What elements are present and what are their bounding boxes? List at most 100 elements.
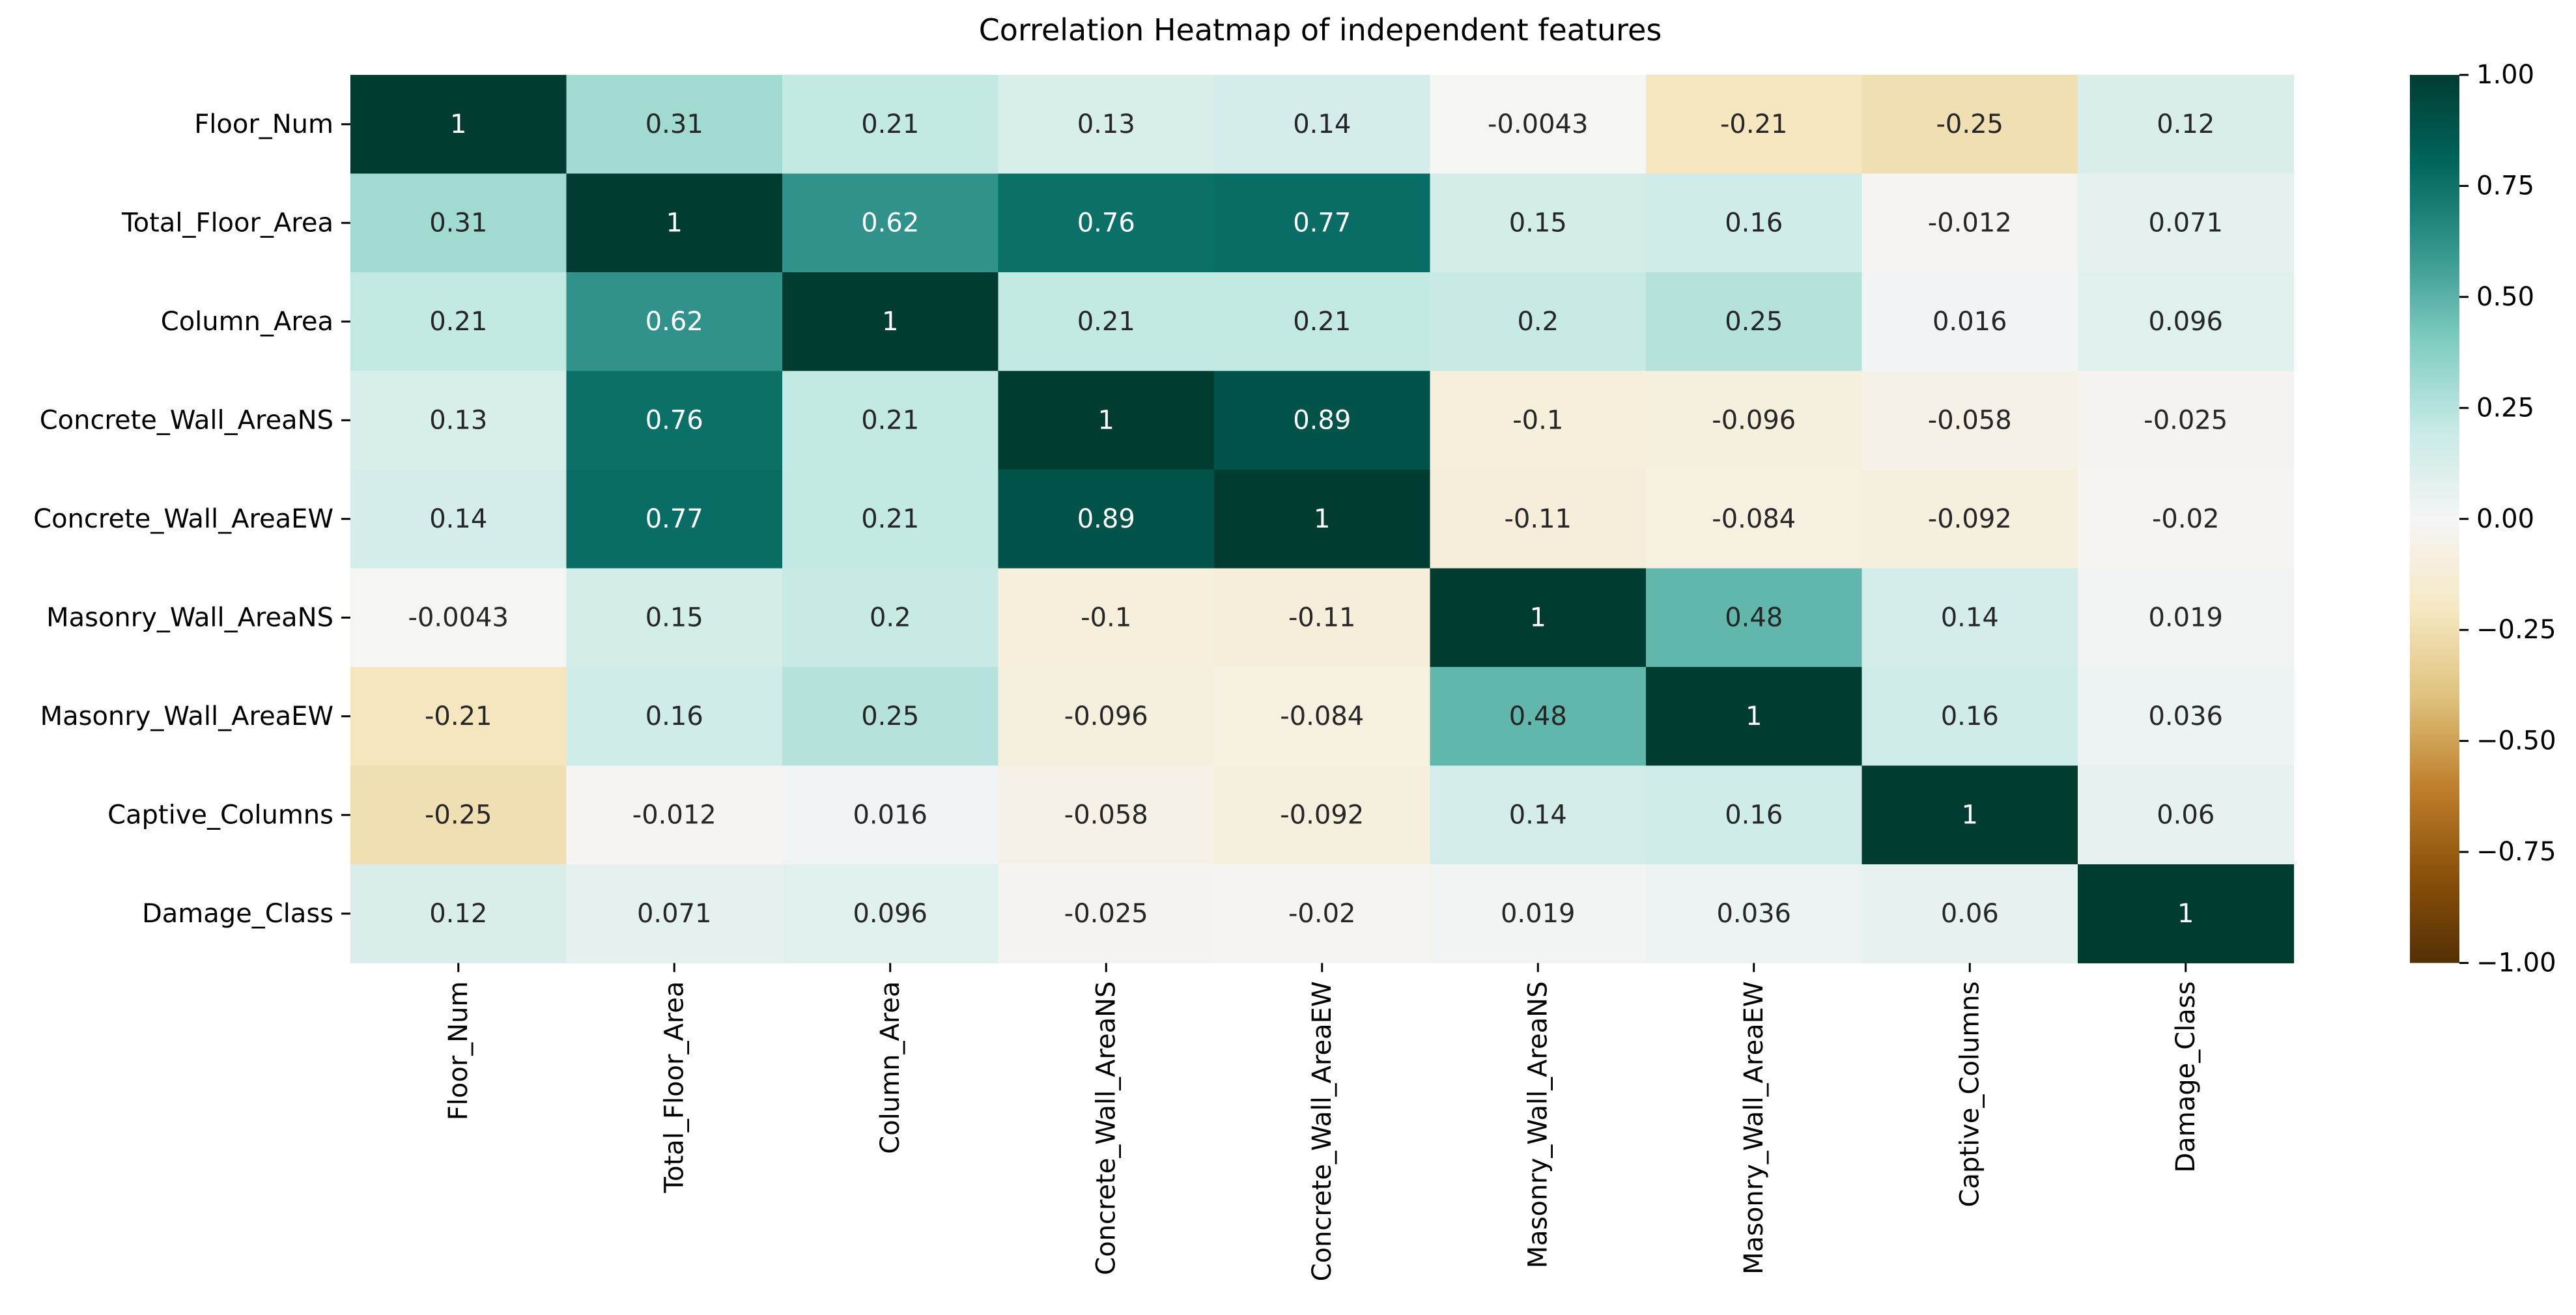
x-tick-label: Concrete_Wall_AreaNS: [1091, 982, 1121, 1275]
heatmap-cell-r8-c8: [2078, 864, 2295, 964]
heatmap-cell-r5-c1: [566, 568, 783, 668]
cell-value-label: 0.14: [1941, 602, 1999, 632]
heatmap-cell-r1-c1: [566, 173, 783, 273]
heatmap-cell-r6-c4: [1214, 667, 1431, 767]
cell-value-label: -0.21: [1720, 109, 1788, 139]
heatmap-cell-r6-c3: [998, 667, 1215, 767]
colorbar-tick-label: 0.75: [2476, 171, 2534, 201]
cell-value-label: 0.13: [429, 405, 487, 435]
cell-value-label: 0.89: [1077, 504, 1135, 534]
cell-value-label: 1: [1530, 602, 1546, 632]
cell-value-label: -0.084: [1280, 701, 1364, 731]
x-tick-label: Total_Floor_Area: [659, 982, 689, 1194]
cell-value-label: 0.12: [429, 899, 487, 929]
cell-value-label: 0.071: [2148, 208, 2223, 238]
cell-value-label: -0.1: [1512, 405, 1563, 435]
cell-value-label: 0.31: [429, 208, 487, 238]
cell-value-label: 0.16: [645, 701, 703, 731]
heatmap-cell-r1-c2: [782, 173, 999, 273]
cell-value-label: 0.096: [853, 899, 927, 929]
heatmap-cell-r2-c6: [1646, 272, 1863, 372]
heatmap-cell-r7-c4: [1214, 765, 1431, 865]
cell-value-label: 0.13: [1077, 109, 1135, 139]
cell-value-label: -0.025: [2144, 405, 2228, 435]
cell-value-label: -0.0043: [1488, 109, 1588, 139]
heatmap-cell-r4-c7: [1861, 470, 2078, 569]
cell-value-label: 0.89: [1293, 405, 1351, 435]
cell-value-label: -0.11: [1288, 602, 1356, 632]
heatmap-cell-r8-c4: [1214, 864, 1431, 964]
colorbar-tick-label: 1.00: [2476, 60, 2534, 90]
cell-value-label: 0.21: [861, 504, 919, 534]
cell-value-label: 0.62: [645, 307, 703, 337]
y-tick-label: Column_Area: [161, 307, 333, 337]
heatmap-cell-r4-c6: [1646, 470, 1863, 569]
heatmap-cell-r4-c5: [1430, 470, 1647, 569]
cell-value-label: 0.21: [861, 109, 919, 139]
heatmap-cell-r8-c3: [998, 864, 1215, 964]
heatmap-cell-r0-c2: [782, 75, 999, 175]
heatmap-cell-r3-c5: [1430, 371, 1647, 470]
cell-value-label: -0.092: [1280, 800, 1364, 830]
heatmap-cell-r6-c7: [1861, 667, 2078, 767]
cell-value-label: 0.16: [1725, 208, 1783, 238]
y-tick-label: Masonry_Wall_AreaEW: [40, 701, 333, 731]
cell-value-label: -0.25: [425, 800, 492, 830]
heatmap-cell-r3-c4: [1214, 371, 1431, 470]
heatmap-cell-r2-c2: [782, 272, 999, 372]
cell-value-label: 0.62: [861, 208, 919, 238]
cell-value-label: 0.16: [1725, 800, 1783, 830]
heatmap-cell-r1-c3: [998, 173, 1215, 273]
cell-value-label: 1: [666, 208, 683, 238]
cell-value-labels: 1 0.31 0.21 0.13 0.14 -0.0043 -0.21 -0.25 0.120.…: [408, 109, 2228, 929]
cell-value-label: 0.14: [429, 504, 487, 534]
heatmap-cell-r0-c0: [350, 75, 567, 175]
cell-value-label: 0.036: [1716, 899, 1791, 929]
heatmap-cell-r1-c4: [1214, 173, 1431, 273]
cell-value-label: 0.2: [1517, 307, 1559, 337]
x-tick-label: Damage_Class: [2171, 982, 2201, 1173]
cell-value-label: -0.02: [2152, 504, 2220, 534]
cell-value-label: 0.77: [645, 504, 703, 534]
heatmap-cell-r3-c6: [1646, 371, 1863, 470]
x-tick-label: Masonry_Wall_AreaNS: [1523, 982, 1553, 1269]
cell-value-label: 1: [2177, 899, 2194, 929]
cell-value-label: -0.096: [1712, 405, 1796, 435]
heatmap-cell-r0-c5: [1430, 75, 1647, 175]
cell-value-label: 0.019: [1501, 899, 1576, 929]
y-tick-label: Captive_Columns: [107, 800, 333, 830]
cell-value-label: -0.0043: [408, 602, 509, 632]
cell-value-label: -0.092: [1928, 504, 2012, 534]
colorbar-tick-label: 0.25: [2476, 393, 2534, 423]
heatmap-cell-r2-c4: [1214, 272, 1431, 372]
heatmap-cell-r7-c2: [782, 765, 999, 865]
heatmap-cell-r2-c7: [1861, 272, 2078, 372]
cell-value-label: -0.012: [1928, 208, 2012, 238]
heatmap-cell-r0-c1: [566, 75, 783, 175]
x-tick-label: Column_Area: [875, 982, 905, 1154]
cell-value-label: 0.06: [2157, 800, 2215, 830]
cell-value-label: -0.096: [1064, 701, 1148, 731]
heatmap-cell-r6-c0: [350, 667, 567, 767]
heatmap-cell-r0-c7: [1861, 75, 2078, 175]
heatmap-cell-r6-c1: [566, 667, 783, 767]
cell-value-label: 0.77: [1293, 208, 1351, 238]
heatmap-cell-r2-c1: [566, 272, 783, 372]
y-tick-label: Floor_Num: [194, 109, 333, 139]
cell-value-label: 0.016: [853, 800, 927, 830]
colorbar-gradient: [2410, 75, 2459, 963]
heatmap-cell-r7-c6: [1646, 765, 1863, 865]
heatmap-cell-r8-c2: [782, 864, 999, 964]
heatmap-cell-r8-c0: [350, 864, 567, 964]
cell-value-label: 0.019: [2148, 602, 2223, 632]
heatmap-cell-r8-c6: [1646, 864, 1863, 964]
heatmap-cell-r6-c2: [782, 667, 999, 767]
heatmap-cell-r7-c3: [998, 765, 1215, 865]
heatmap-cell-r1-c0: [350, 173, 567, 273]
cell-value-label: 0.14: [1509, 800, 1567, 830]
x-tick-label: Captive_Columns: [1955, 982, 1985, 1208]
heatmap-cell-r3-c0: [350, 371, 567, 470]
heatmap-cell-r0-c6: [1646, 75, 1863, 175]
colorbar-tick-label: −1.00: [2476, 948, 2556, 978]
